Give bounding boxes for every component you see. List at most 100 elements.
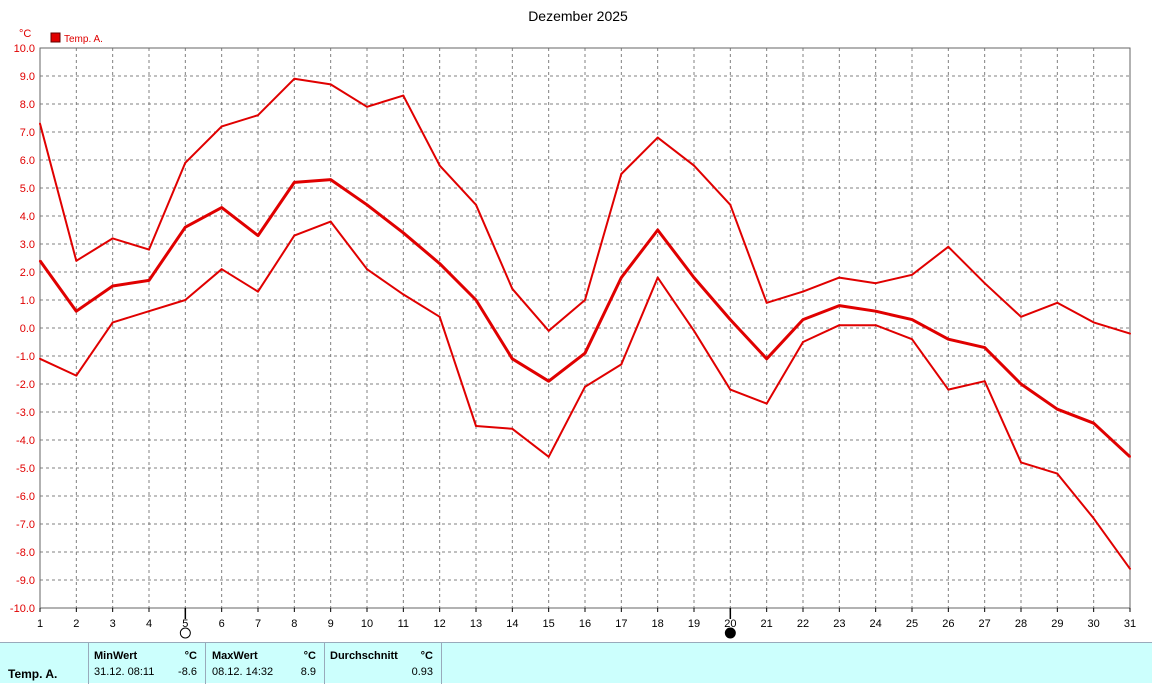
data-point-max	[1056, 301, 1059, 304]
data-point-max	[693, 164, 695, 167]
y-tick-label: -8.0	[16, 547, 35, 559]
x-tick-label: 3	[110, 618, 116, 630]
data-point-min	[475, 425, 477, 427]
y-axis-ticks: 10.0 9.0 8.0 7.0 6.0 5.0 4.0 3.0 2.0 1.0 0.0 -1.0 -2…	[10, 43, 35, 615]
max-value-cell: MaxWert °C 08.12. 14:32 8.9	[206, 643, 325, 684]
moon-phase-markers	[179, 608, 736, 639]
data-point-mean	[438, 262, 441, 265]
data-point-max	[874, 282, 877, 285]
data-point-mean	[475, 299, 477, 301]
min-value-cell: MinWert °C 31.12. 08:11 -8.6	[89, 643, 206, 684]
data-point-min	[39, 357, 41, 360]
min-value: -8.6	[178, 666, 197, 678]
data-point-min	[75, 374, 78, 377]
data-point-min	[148, 310, 150, 313]
data-point-max	[911, 273, 913, 276]
data-point-mean	[911, 318, 913, 321]
x-tick-label: 20	[724, 618, 736, 630]
data-point-min	[293, 234, 296, 237]
data-point-max	[438, 164, 441, 167]
data-point-mean	[293, 181, 296, 184]
x-tick-label: 30	[1088, 618, 1100, 630]
data-point-mean	[584, 352, 586, 355]
data-point-max	[656, 136, 659, 139]
data-point-min	[620, 363, 623, 366]
data-point-min	[1020, 461, 1022, 464]
footer-row-label-cell: Temp. A.	[0, 643, 89, 684]
data-point-mean	[257, 234, 259, 237]
data-point-max	[802, 290, 804, 293]
data-point-mean	[1092, 422, 1095, 425]
x-tick-label: 4	[146, 618, 152, 630]
x-tick-label: 13	[470, 618, 482, 630]
data-point-min	[1056, 472, 1059, 475]
data-point-max	[148, 248, 150, 251]
data-point-min	[838, 324, 841, 327]
x-tick-label: 12	[434, 618, 446, 630]
x-tick-label: 29	[1051, 618, 1063, 630]
y-tick-label: -5.0	[16, 463, 35, 475]
data-point-max	[1092, 321, 1095, 324]
data-point-mean	[148, 279, 150, 282]
data-point-max	[1129, 332, 1131, 335]
x-tick-label: 6	[219, 618, 225, 630]
y-tick-label: 1.0	[20, 295, 35, 307]
data-point-min	[402, 293, 405, 296]
data-point-min	[983, 380, 986, 383]
new-moon-icon	[724, 627, 736, 639]
data-point-min	[947, 388, 950, 391]
data-point-max	[983, 282, 986, 285]
data-point-min	[911, 338, 913, 341]
data-point-mean	[402, 231, 405, 234]
y-tick-label: 2.0	[20, 267, 35, 279]
chart-title: Dezember 2025	[528, 8, 628, 24]
data-point-max	[366, 105, 368, 108]
series-lines	[38, 77, 1132, 570]
y-tick-label: -10.0	[10, 603, 35, 615]
data-point-mean	[802, 318, 804, 321]
y-tick-label: 5.0	[20, 183, 35, 195]
temperature-chart: Dezember 2025 °C Temp. A. 10.09.08.07.06…	[10, 8, 1136, 639]
avg-header: Durchschnitt	[330, 650, 398, 662]
statistics-footer: Temp. A. MinWert °C 31.12. 08:11 -8.6 Ma…	[0, 642, 1152, 684]
data-point-max	[620, 173, 623, 175]
data-point-max	[75, 259, 78, 262]
x-tick-label: 26	[942, 618, 954, 630]
x-tick-label: 16	[579, 618, 591, 630]
data-point-max	[765, 301, 768, 304]
data-point-mean	[511, 357, 514, 360]
data-point-min	[329, 220, 332, 223]
legend-label: Temp. A.	[64, 34, 103, 45]
data-point-max	[257, 114, 259, 117]
data-point-mean	[1020, 383, 1022, 385]
x-tick-label: 11	[398, 618, 409, 630]
data-point-mean	[111, 285, 114, 287]
data-point-min	[547, 455, 550, 458]
y-tick-label: 8.0	[20, 99, 35, 111]
grid	[40, 48, 1130, 608]
avg-unit: °C	[420, 650, 433, 662]
data-point-max	[402, 94, 405, 97]
max-header: MaxWert	[212, 650, 258, 662]
data-point-max	[39, 122, 41, 125]
x-tick-label: 23	[833, 618, 845, 630]
x-tick-label: 1	[37, 618, 43, 630]
data-point-min	[1129, 567, 1131, 570]
max-value: 8.9	[300, 666, 316, 678]
data-point-min	[729, 388, 732, 391]
data-point-min	[366, 268, 368, 271]
y-tick-label: 4.0	[20, 211, 35, 223]
data-point-max	[947, 245, 950, 248]
data-point-max	[111, 237, 114, 240]
x-tick-label: 15	[543, 618, 555, 630]
max-date: 08.12. 14:32	[212, 666, 274, 678]
avg-value: 0.93	[411, 666, 433, 678]
data-point-min	[111, 321, 114, 324]
data-point-mean	[547, 380, 550, 383]
data-point-max	[329, 83, 332, 86]
x-tick-label: 14	[506, 618, 518, 630]
data-point-min	[1092, 517, 1095, 520]
x-tick-label: 19	[688, 618, 700, 630]
data-point-min	[874, 324, 877, 327]
data-point-min	[220, 268, 223, 271]
